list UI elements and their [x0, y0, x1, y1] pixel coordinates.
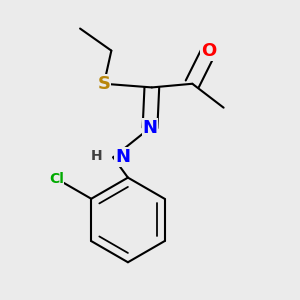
- Text: N: N: [115, 148, 130, 166]
- Text: H: H: [91, 148, 102, 163]
- Text: N: N: [142, 119, 158, 137]
- Text: S: S: [98, 75, 110, 93]
- Text: Cl: Cl: [49, 172, 64, 185]
- Text: O: O: [201, 42, 217, 60]
